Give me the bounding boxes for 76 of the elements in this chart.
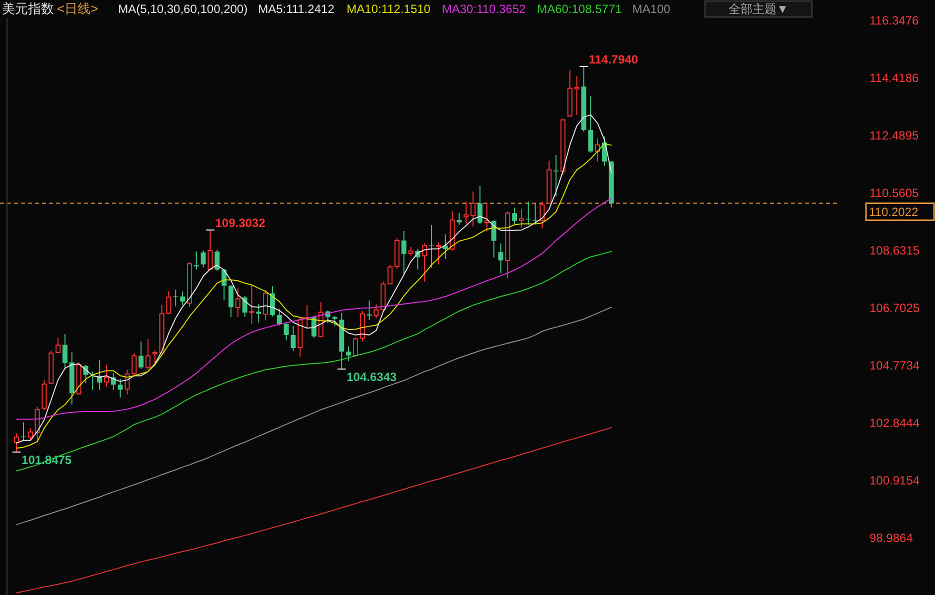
candlestick (540, 200, 545, 229)
candlestick (270, 286, 275, 317)
chart-title: 美元指数 (2, 1, 54, 16)
candlestick (554, 154, 559, 197)
candlestick (249, 284, 254, 324)
candlestick (62, 334, 68, 369)
candlestick (388, 264, 393, 285)
y-tick-label: 102.8444 (870, 416, 920, 430)
candlestick (401, 230, 406, 276)
candlestick (470, 191, 476, 228)
y-tick-label: 116.3476 (870, 14, 919, 28)
candlestick (222, 268, 227, 301)
candlestick (208, 230, 213, 271)
annotation: 104.6343 (346, 370, 398, 384)
candlestick (518, 208, 524, 228)
candlestick (436, 242, 441, 265)
candlestick (180, 290, 186, 306)
candlestick (374, 304, 379, 319)
candlestick (235, 288, 240, 318)
candlestick (422, 242, 428, 282)
candlestick (276, 308, 282, 326)
candlestick (352, 337, 358, 358)
candlestick (56, 337, 61, 354)
candlestick (284, 322, 289, 341)
text: MA30:110.3652 (442, 2, 526, 16)
y-tick-label: 112.4895 (870, 128, 919, 143)
text: 全部主题▼ (728, 2, 788, 16)
candlestick (512, 207, 518, 225)
candlestick (145, 338, 150, 370)
candlestick (574, 76, 580, 116)
candlestick (498, 243, 504, 274)
line-series (16, 427, 612, 594)
candlestick (34, 406, 40, 443)
candlestick (228, 284, 234, 318)
annotation: 114.7940 (588, 52, 638, 66)
candlestick (132, 352, 137, 377)
candlestick (118, 378, 123, 398)
candlestick (166, 290, 172, 315)
candlestick (290, 326, 296, 352)
line-series (16, 198, 612, 420)
y-tick-label: 108.6315 (870, 244, 920, 258)
ref-line-label: 110.2022 (869, 205, 918, 220)
text: MA100 (632, 2, 671, 16)
y-tick-label: 104.7734 (870, 358, 920, 372)
candlestick (200, 250, 206, 268)
line-series (16, 306, 612, 526)
chart-subtitle: <日线> (57, 1, 98, 16)
candlestick (256, 303, 262, 323)
candlestick (346, 346, 352, 362)
candlestick (194, 250, 199, 270)
candlestick (456, 212, 462, 226)
candlestick (588, 96, 594, 154)
text: MA5:111.2412 (258, 2, 335, 16)
candlestick (263, 289, 268, 321)
candlestick (28, 428, 33, 441)
candlestick (464, 200, 469, 225)
annotation: 109.3032 (215, 216, 266, 230)
y-tick-label: 106.7025 (870, 300, 920, 315)
y-tick-label: 114.4186 (870, 71, 919, 86)
candlestick (332, 315, 338, 327)
candlestick (14, 432, 20, 453)
candlestick (595, 138, 600, 162)
y-tick-label: 100.9154 (870, 473, 920, 488)
y-tick-label: 110.5605 (870, 186, 919, 200)
candlestick (477, 185, 482, 225)
candlestick (104, 364, 109, 387)
candlestick (242, 295, 248, 318)
candlestick (173, 289, 178, 307)
legend-title: MA(5,10,30,60,100,200) (118, 2, 248, 16)
text: MA60:108.5771 (537, 2, 622, 16)
line-series (16, 251, 612, 472)
candlestick (152, 350, 158, 364)
candlestick (214, 249, 220, 272)
y-tick-label: 98.9864 (870, 530, 914, 545)
text: MA10:112.1510 (346, 2, 431, 16)
candlestick (138, 341, 144, 370)
